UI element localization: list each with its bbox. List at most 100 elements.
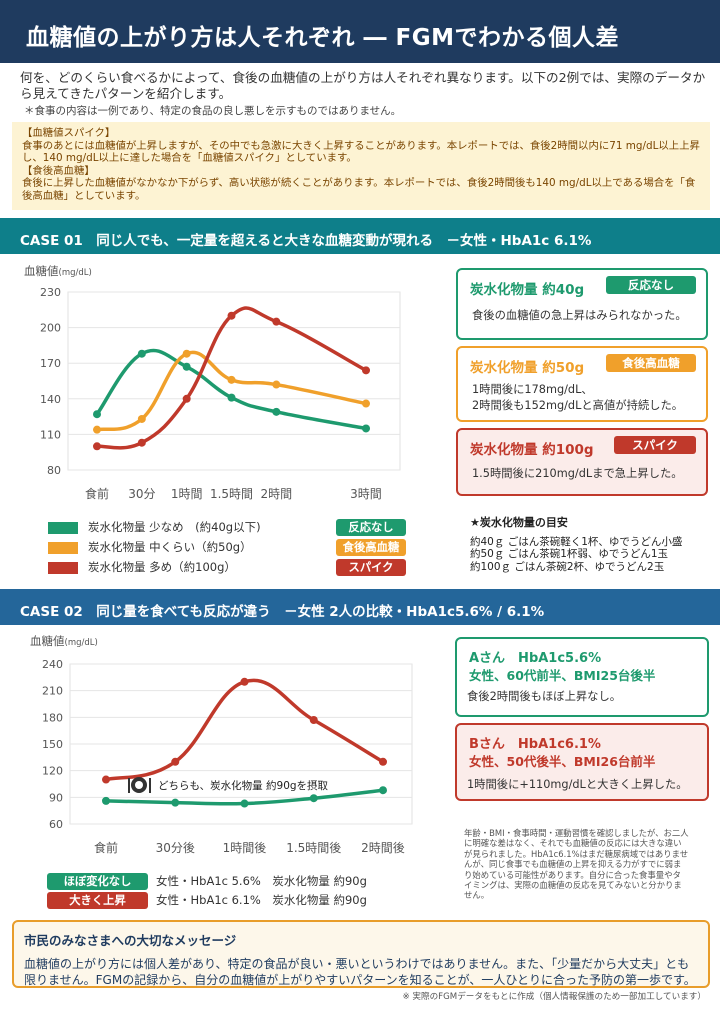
chart1-data-point: [272, 380, 281, 389]
card-title: 炭水化物量 約40g: [470, 282, 585, 298]
case1-chart: 血糖値(mg/dL) 80 110 140 170 200 230 食前 30分 1時間 1.5時…: [24, 264, 401, 501]
chart1-xtick-label: 3時間: [350, 487, 382, 501]
card-title: Aさん HbA1c5.6%: [469, 651, 602, 666]
chart1-data-point: [182, 394, 191, 403]
chart2-data-point: [102, 796, 110, 805]
intro-text: 何を、どのくらい食べるかによって、食後の血糖値の上がり方は人それぞれ異なります。…: [20, 70, 706, 101]
chart1-series-line-0: [95, 348, 368, 431]
card-desc: 食後2時間後もほぼ上昇なし。: [467, 690, 622, 703]
chart1-data-point: [362, 424, 370, 433]
legend-label-b: 女性・HbA1c 6.1% 炭水化物量 約90g: [156, 893, 367, 907]
message-title: 市民のみなさまへの大切なメッセージ: [24, 933, 237, 948]
chart1-xtick-label: 1.5時間: [210, 487, 253, 501]
meal-annotation: どちらも、炭水化物量 約90gを摂取: [128, 777, 329, 793]
page-title: 血糖値の上がり方は人それぞれ ― FGMでわかる個人差: [0, 0, 720, 63]
post-heading: 【食後高血糖】: [22, 164, 95, 177]
message-box: 市民のみなさまへの大切なメッセージ 血糖値の上がり方には個人差があり、特定の食品…: [12, 920, 710, 988]
legend-swatch: [48, 562, 78, 574]
chart2-ytick-label: 90: [49, 791, 63, 804]
chart1-data-point: [227, 375, 236, 384]
annotation-text: どちらも、炭水化物量 約90gを摂取: [158, 779, 329, 792]
chart2-data-point: [171, 798, 180, 807]
spike-heading: 【血糖値スパイク】: [22, 127, 116, 139]
chart1-xtick-label: 2時間: [261, 487, 293, 501]
chart1-xtick-label: 食前: [85, 486, 109, 501]
card-title: Bさん HbA1c6.1%: [469, 737, 601, 752]
card-title: 炭水化物量 約50g: [470, 360, 585, 376]
legend-swatch: [48, 542, 78, 554]
card-sub: 女性、50代後半、BMI26台前半: [469, 754, 656, 769]
chart2-data-point: [240, 677, 249, 686]
chart2-xtick-label: 1.5時間後: [286, 841, 341, 855]
case2-card-b: Bさん HbA1c6.1% 女性、50代後半、BMI26台前半 1時間後に+11…: [455, 723, 709, 801]
footer-note: ※ 実際のFGMデータをもとに作成（個人情報保護のため一部加工しています）: [402, 992, 706, 1002]
card-desc-2: 2時間後も152mg/dLと高値が持続した。: [472, 399, 684, 412]
legend-label: 炭水化物量 多め（約100g）: [88, 560, 236, 574]
chart1-ytick-label: 200: [40, 322, 61, 335]
card-desc: 1時間後に178mg/dL、: [472, 383, 593, 396]
chart1-data-point: [227, 311, 236, 320]
chart2-data-point: [379, 786, 387, 795]
chart2-ytick-label: 120: [42, 765, 63, 778]
legend-badge-post: 食後高血糖: [336, 539, 406, 556]
chart1-data-point: [137, 438, 146, 447]
card-sub: 女性、60代前半、BMI25台後半: [469, 668, 656, 683]
chart2-data-point: [171, 757, 180, 766]
case1-card-50g: 炭水化物量 約50g 食後高血糖 1時間後に178mg/dL、 2時間後も152…: [456, 346, 708, 422]
chart1-ylabel: 血糖値(mg/dL): [24, 264, 92, 278]
chart2-ylabel: 血糖値(mg/dL): [30, 634, 98, 648]
chart2-ytick-label: 180: [42, 711, 63, 724]
chart2-ytick-label: 240: [42, 658, 63, 671]
chart1-ytick-label: 170: [40, 357, 61, 370]
case1-legend-high: 炭水化物量 多め（約100g）: [48, 559, 408, 577]
card-title: 炭水化物量 約100g: [470, 442, 594, 458]
post-text: 食後に上昇した血糖値がなかなか下がらず、高い状態が続くことがあります。本レポート…: [22, 177, 696, 202]
chart1-data-point: [182, 349, 191, 358]
legend-label: 炭水化物量 中くらい（約50g）: [88, 540, 252, 554]
chart1-data-point: [227, 393, 236, 402]
chart2-xtick-label: 食前: [94, 840, 118, 855]
chart1-data-point: [93, 425, 101, 434]
chart1-xtick-label: 1時間: [171, 487, 203, 501]
guide-item: 約40ｇ ごはん茶碗軽く1杯、ゆでうどん小盛: [470, 535, 683, 548]
legend-label: 炭水化物量 少なめ (約40g以下): [88, 520, 261, 534]
case1-card-100g: 炭水化物量 約100g スパイク 1.5時間後に210mg/dLまで急上昇した。: [456, 428, 708, 496]
chart1-ytick-label: 110: [40, 428, 61, 441]
chart1-ytick-label: 140: [40, 393, 61, 406]
chart1-data-point: [272, 407, 281, 416]
status-badge: 反応なし: [606, 276, 696, 294]
case1-header: CASE 01 同じ人でも、一定量を超えると大きな血糖変動が現れる －女性・Hb…: [0, 218, 720, 254]
chart1-data-point: [362, 399, 370, 408]
legend-badge-rise: 大きく上昇: [47, 892, 148, 909]
case2-header: CASE 02 同じ量を食べても反応が違う －女性 2人の比較・HbA1c5.6…: [0, 589, 720, 625]
card-desc: 食後の血糖値の急上昇はみられなかった。: [472, 309, 687, 322]
guide-item: 約100ｇ ごはん茶碗2杯、ゆでうどん2玉: [470, 560, 665, 573]
case1-legend-low: 炭水化物量 少なめ (約40g以下): [48, 519, 408, 537]
guide-item: 約50ｇ ごはん茶碗1杯弱、ゆでうどん1玉: [470, 548, 669, 560]
chart1-ytick-label: 80: [47, 464, 61, 477]
chart2-data-point: [240, 799, 249, 808]
message-body: 血糖値の上がり方には個人差があり、特定の食品が良い・悪いというわけではありません…: [24, 957, 696, 987]
definition-box: 【血糖値スパイク】 食事のあとには血糖値が上昇しますが、その中でも急激に大きく上…: [12, 122, 710, 210]
carb-guide: ★炭水化物量の目安 約40ｇ ごはん茶碗軽く1杯、ゆでうどん小盛 約50ｇ ごは…: [470, 516, 683, 573]
chart2-data-point: [309, 716, 318, 724]
chart1-ytick-label: 230: [40, 286, 61, 299]
chart1-data-point: [362, 366, 370, 375]
chart1-data-point: [182, 362, 191, 371]
case2-note: 年齢・BMI・食事時間・運動習慣を確認しましたが、お二人に明確な差はなく、それで…: [464, 828, 689, 901]
card-desc: 1.5時間後に210mg/dLまで急上昇した。: [472, 467, 683, 480]
chart1-data-point: [137, 349, 146, 358]
guide-title: ★炭水化物量の目安: [470, 516, 568, 529]
case1-card-40g: 炭水化物量 約40g 反応なし 食後の血糖値の急上昇はみられなかった。: [456, 268, 708, 340]
knife-icon: [149, 778, 151, 793]
legend-badge-stable: ほぼ変化なし: [47, 873, 148, 890]
chart2-ytick-label: 60: [49, 818, 63, 831]
legend-swatch: [48, 522, 78, 534]
legend-label-a: 女性・HbA1c 5.6% 炭水化物量 約90g: [156, 874, 367, 888]
chart1-xtick-label: 30分: [128, 487, 155, 501]
chart2-xtick-label: 1時間後: [223, 841, 267, 855]
chart2-ytick-label: 210: [42, 685, 63, 698]
spike-text: 食事のあとには血糖値が上昇しますが、その中でも急激に大きく上昇することがあります…: [22, 139, 700, 165]
chart1-data-point: [272, 317, 281, 326]
legend-badge-spike: スパイク: [336, 559, 406, 576]
